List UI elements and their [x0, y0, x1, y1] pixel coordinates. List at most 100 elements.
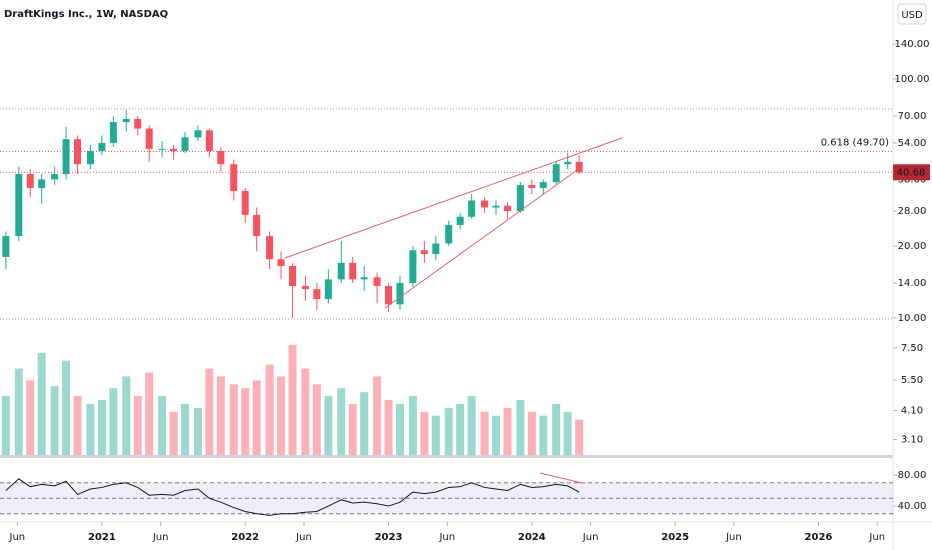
- candle-body: [420, 250, 428, 255]
- candle-body: [516, 184, 524, 212]
- candle-body: [230, 164, 238, 191]
- volume-bar: [193, 407, 202, 455]
- y-tick-label: 10.00: [898, 313, 927, 324]
- x-tick-label: 2023: [375, 532, 403, 543]
- volume-bar: [26, 380, 35, 455]
- x-tick-label: Jun: [295, 532, 312, 543]
- x-tick-label: Jun: [582, 532, 599, 543]
- volume-bar: [420, 411, 429, 455]
- candle-body: [51, 174, 59, 180]
- volume-bar: [516, 400, 525, 455]
- volume-bar: [252, 380, 261, 455]
- volume-bar: [527, 411, 536, 455]
- y-tick-label: 20.00: [898, 241, 927, 252]
- volume-bar: [360, 392, 369, 455]
- volume-bar: [158, 396, 167, 455]
- x-tick-label: 2021: [88, 532, 116, 543]
- volume-bar: [122, 376, 131, 455]
- candle-body: [122, 118, 130, 123]
- x-tick-label: Jun: [438, 532, 455, 543]
- volume-bar: [37, 352, 46, 455]
- volume-bar: [431, 415, 440, 455]
- volume-bar: [109, 388, 118, 455]
- x-tick-label: 2025: [661, 532, 689, 543]
- y-tick-label: 54.00: [898, 138, 927, 149]
- candle-body: [38, 179, 46, 188]
- volume-bar: [229, 384, 238, 455]
- volume-bar: [563, 411, 572, 455]
- candle-body: [468, 200, 476, 217]
- candle-body: [385, 286, 393, 305]
- fib-label: 0.618 (49.70): [821, 138, 889, 149]
- volume-bar: [50, 386, 59, 455]
- candle-body: [360, 277, 368, 280]
- volume-bar: [384, 400, 393, 455]
- candle-body: [109, 122, 117, 143]
- candle-body: [313, 289, 321, 300]
- candle-body: [409, 250, 417, 284]
- volume-bar: [216, 376, 225, 455]
- volume-bar: [241, 388, 250, 455]
- chart-title: DraftKings Inc., 1W, NASDAQ: [4, 9, 168, 20]
- volume-bar: [288, 345, 297, 455]
- volume-bar: [373, 376, 382, 455]
- candle-body: [396, 283, 404, 305]
- volume-bar: [1, 396, 10, 455]
- rsi-line: [5, 478, 580, 516]
- y-tick-label: 140.00: [895, 39, 930, 50]
- y-tick-label: 40.00: [898, 501, 927, 512]
- candle-body: [481, 200, 489, 208]
- volume-bar: [408, 396, 417, 455]
- candle-body: [98, 142, 106, 151]
- x-tick-label: Jun: [725, 532, 742, 543]
- y-tick-label: 100.00: [895, 74, 930, 85]
- candle-body: [205, 130, 213, 151]
- volume-bar: [145, 372, 154, 455]
- candle-body: [575, 161, 583, 173]
- candle-body: [217, 150, 225, 165]
- trendline: [384, 167, 581, 309]
- candle-body: [15, 174, 23, 237]
- volume-bar: [324, 396, 333, 455]
- candle-body: [289, 265, 297, 287]
- candle-body: [528, 184, 536, 188]
- volume-bar: [62, 360, 71, 455]
- volume-bar: [181, 403, 190, 455]
- y-tick-label: 3.10: [901, 435, 923, 446]
- volume-bar: [348, 403, 357, 455]
- candle-body: [337, 262, 345, 280]
- candle-body: [445, 224, 453, 244]
- candle-body: [301, 286, 309, 290]
- candle-body: [158, 148, 166, 150]
- currency-box[interactable]: [897, 3, 927, 25]
- volume-bar: [265, 364, 274, 455]
- candle-body: [266, 236, 274, 260]
- divergence-line: [539, 472, 583, 484]
- candle-body: [324, 279, 332, 300]
- candle-body: [456, 216, 464, 225]
- volume-bar: [539, 415, 548, 455]
- marks: 140.00100.0070.0054.0038.0028.0020.0014.…: [0, 39, 930, 543]
- x-tick-label: Jun: [868, 532, 885, 543]
- last-price-label: 40.68: [897, 167, 926, 178]
- candle-body: [349, 262, 357, 280]
- volume-bar: [14, 368, 23, 455]
- x-tick-label: 2026: [805, 532, 833, 543]
- y-tick-label: 5.50: [901, 375, 923, 386]
- volume-bar: [277, 376, 286, 455]
- pane-divider: [0, 455, 893, 458]
- volume-bar: [395, 403, 404, 455]
- candle-body: [503, 205, 511, 212]
- candle-body: [539, 182, 547, 188]
- candle-body: [241, 190, 249, 215]
- candle-body: [181, 137, 189, 151]
- x-tick-label: Jun: [9, 532, 26, 543]
- volume-bar: [97, 400, 106, 455]
- candle-body: [62, 139, 70, 175]
- volume-bar: [133, 396, 142, 455]
- trendline: [284, 137, 623, 259]
- last-price-badge: [893, 164, 930, 181]
- volume-bar: [86, 403, 95, 455]
